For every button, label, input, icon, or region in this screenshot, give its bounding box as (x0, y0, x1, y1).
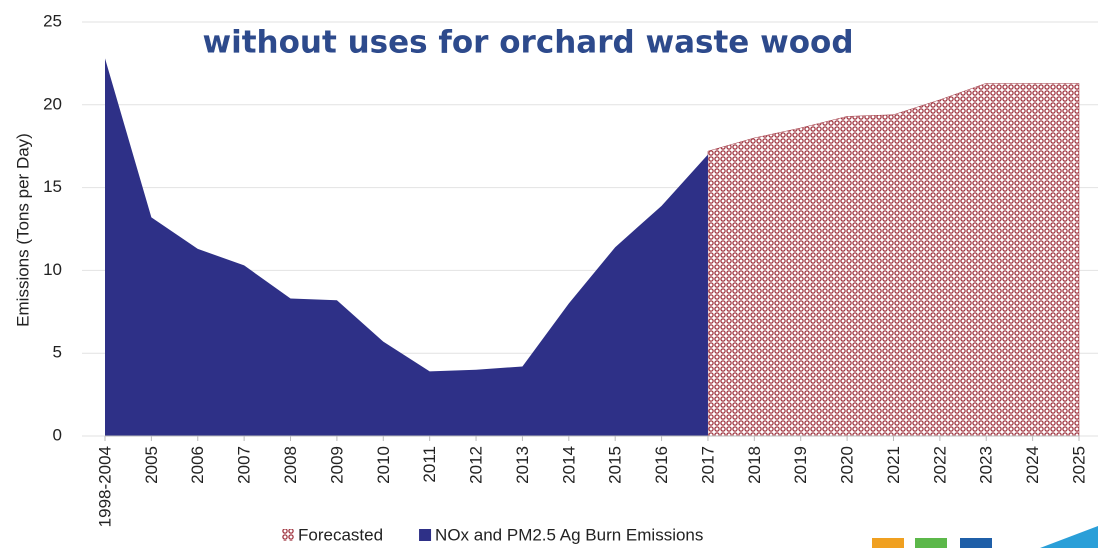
area (105, 58, 708, 436)
x-tick-label: 2021 (884, 446, 903, 484)
x-tick-label: 1998-2004 (95, 446, 114, 527)
x-tick-label: 2025 (1069, 446, 1088, 484)
x-tick-label: 2024 (1023, 446, 1042, 484)
x-tick-label: 2011 (420, 446, 439, 483)
y-tick-label: 5 (53, 343, 62, 362)
logo (1040, 526, 1098, 548)
x-tick-label: 2013 (513, 446, 532, 484)
x-tick-label: 2008 (281, 446, 300, 484)
y-tick-label: 0 (53, 425, 62, 444)
x-tick-label: 2006 (188, 446, 207, 484)
chart-title: without uses for orchard waste wood (202, 25, 853, 61)
x-tick-label: 2016 (652, 446, 671, 484)
x-tick-label: 2012 (467, 446, 486, 484)
legend-swatch (419, 529, 432, 541)
area (707, 83, 1080, 437)
y-tick-label: 25 (43, 11, 62, 30)
legend-label: NOx and PM2.5 Ag Burn Emissions (435, 525, 703, 544)
x-tick-label: 2009 (327, 446, 346, 484)
y-tick-label: 15 (43, 177, 62, 196)
x-tick-label: 2005 (142, 446, 161, 484)
x-tick-label: 2014 (559, 446, 578, 484)
y-axis-label: Emissions (Tons per Day) (13, 133, 32, 327)
y-tick-label: 20 (43, 94, 62, 113)
x-tick-label: 2017 (698, 446, 717, 484)
x-tick-label: 2022 (930, 446, 949, 484)
x-tick-label: 2018 (745, 446, 764, 484)
x-tick-label: 2015 (606, 446, 625, 484)
logo (960, 538, 992, 548)
x-tick-label: 2020 (838, 446, 857, 484)
x-tick-label: 2023 (977, 446, 996, 484)
y-tick-label: 10 (43, 260, 62, 279)
legend-label: Forecasted (298, 525, 383, 544)
legend-swatch (282, 529, 294, 541)
x-tick-label: 2010 (374, 446, 393, 484)
x-tick-label: 2019 (791, 446, 810, 484)
logo (872, 538, 904, 548)
x-tick-label: 2007 (235, 446, 254, 484)
logo (915, 538, 947, 548)
